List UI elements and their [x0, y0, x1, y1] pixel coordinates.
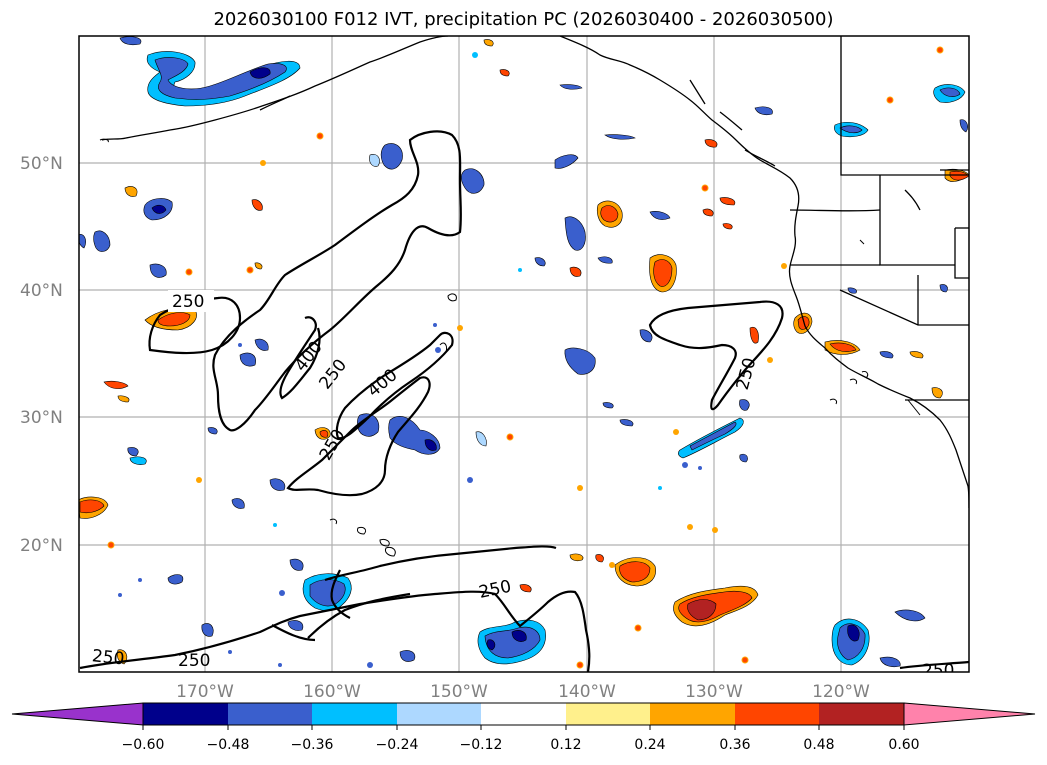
colorbar-segment [312, 703, 397, 725]
colorbar-tick-label: −0.12 [460, 737, 503, 753]
colorbar-segment [481, 703, 566, 725]
map-frame [78, 35, 970, 673]
negative-precip-patches [79, 36, 968, 668]
colorbar: −0.60 −0.48 −0.36 −0.24 −0.12 0.12 0.24 … [11, 702, 1036, 753]
colorbar-segment [819, 703, 904, 725]
contour-label: 250 [172, 292, 204, 312]
colorbar-tick-label: −0.24 [376, 737, 419, 753]
lon-label: 150°W [430, 682, 488, 702]
colorbar-segment [228, 703, 312, 725]
lat-label: 40°N [20, 281, 63, 301]
colorbar-segment [735, 703, 819, 725]
colorbar-extend-low [11, 702, 144, 726]
positive-precip-patches [79, 39, 969, 665]
colorbar-segment [143, 703, 228, 725]
map-background [79, 36, 969, 672]
colorbar-tick-label: 0.12 [550, 737, 581, 753]
colorbar-tick-label: 0.48 [803, 737, 834, 753]
contour-label: 250 [922, 661, 954, 681]
latitude-labels: 50°N 40°N 30°N 20°N [20, 154, 63, 556]
colorbar-tick-label: 0.24 [634, 737, 665, 753]
longitude-labels: 170°W 160°W 150°W 140°W 130°W 120°W [176, 682, 870, 702]
lon-label: 160°W [303, 682, 361, 702]
colorbar-segment [566, 703, 650, 725]
colorbar-segment [650, 703, 735, 725]
colorbar-tick-label: 0.36 [719, 737, 750, 753]
colorbar-tick-label: −0.36 [291, 737, 334, 753]
lat-label: 20°N [20, 536, 63, 556]
contour-label: 250 [91, 646, 125, 669]
ivt-contours [79, 130, 969, 672]
colorbar-tick-label: 0.60 [888, 737, 919, 753]
colorbar-tick-label: −0.60 [122, 737, 165, 753]
map-content: 250 400 250 400 250 250 250 250 250 250 [79, 36, 969, 681]
colorbar-tick-label: −0.48 [207, 737, 250, 753]
lon-label: 140°W [558, 682, 616, 702]
colorbar-extend-high [903, 702, 1036, 726]
lon-label: 120°W [812, 682, 870, 702]
lat-label: 30°N [20, 408, 63, 428]
scattered-small-cells [107, 46, 944, 669]
coastlines [101, 36, 969, 509]
lon-label: 130°W [685, 682, 743, 702]
lat-label: 50°N [20, 154, 63, 174]
colorbar-segment [397, 703, 481, 725]
map-title: 2026030100 F012 IVT, precipitation PC (2… [213, 9, 834, 30]
contour-label: 250 [178, 651, 210, 671]
lon-label: 170°W [176, 682, 234, 702]
islands [99, 138, 921, 557]
